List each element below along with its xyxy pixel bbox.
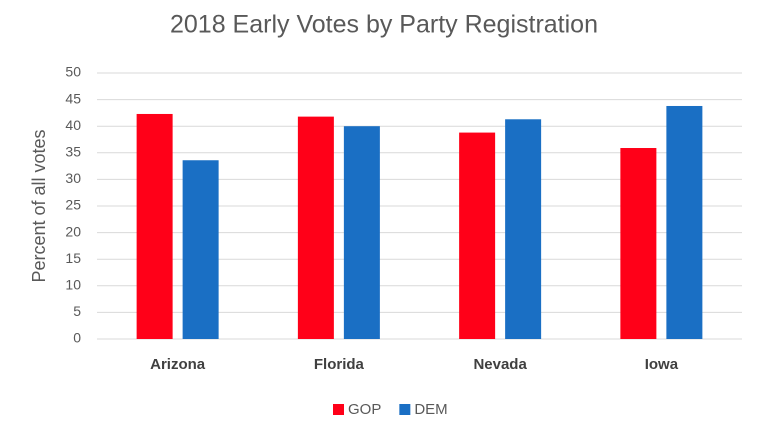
- y-tick-label: 0: [73, 330, 81, 346]
- y-tick-label: 30: [65, 170, 81, 186]
- bar: [182, 160, 219, 339]
- y-tick-label: 35: [65, 144, 81, 160]
- bar: [297, 116, 334, 340]
- legend-label: GOP: [348, 401, 381, 418]
- bar: [343, 126, 380, 339]
- y-tick-label: 10: [65, 277, 81, 293]
- y-tick-label: 5: [73, 303, 81, 319]
- legend-swatch: [399, 404, 411, 415]
- y-tick-label: 20: [65, 223, 81, 239]
- bar: [505, 119, 542, 339]
- x-tick-label: Arizona: [150, 356, 206, 373]
- y-axis-label: Percent of all votes: [29, 129, 49, 282]
- bar: [620, 148, 657, 339]
- x-tick-label: Florida: [314, 356, 365, 373]
- bar: [666, 105, 703, 339]
- x-tick-label: Iowa: [645, 356, 679, 373]
- y-tick-label: 50: [65, 64, 81, 80]
- chart-title: 2018 Early Votes by Party Registration: [170, 11, 598, 39]
- y-tick-label: 45: [65, 90, 81, 106]
- legend-label: DEM: [414, 401, 447, 418]
- y-tick-label: 15: [65, 250, 81, 266]
- y-tick-label: 40: [65, 117, 81, 133]
- legend-swatch: [333, 404, 344, 415]
- y-tick-label: 25: [65, 197, 81, 213]
- bar: [459, 132, 496, 339]
- x-tick-label: Nevada: [473, 356, 527, 373]
- bar: [136, 113, 173, 340]
